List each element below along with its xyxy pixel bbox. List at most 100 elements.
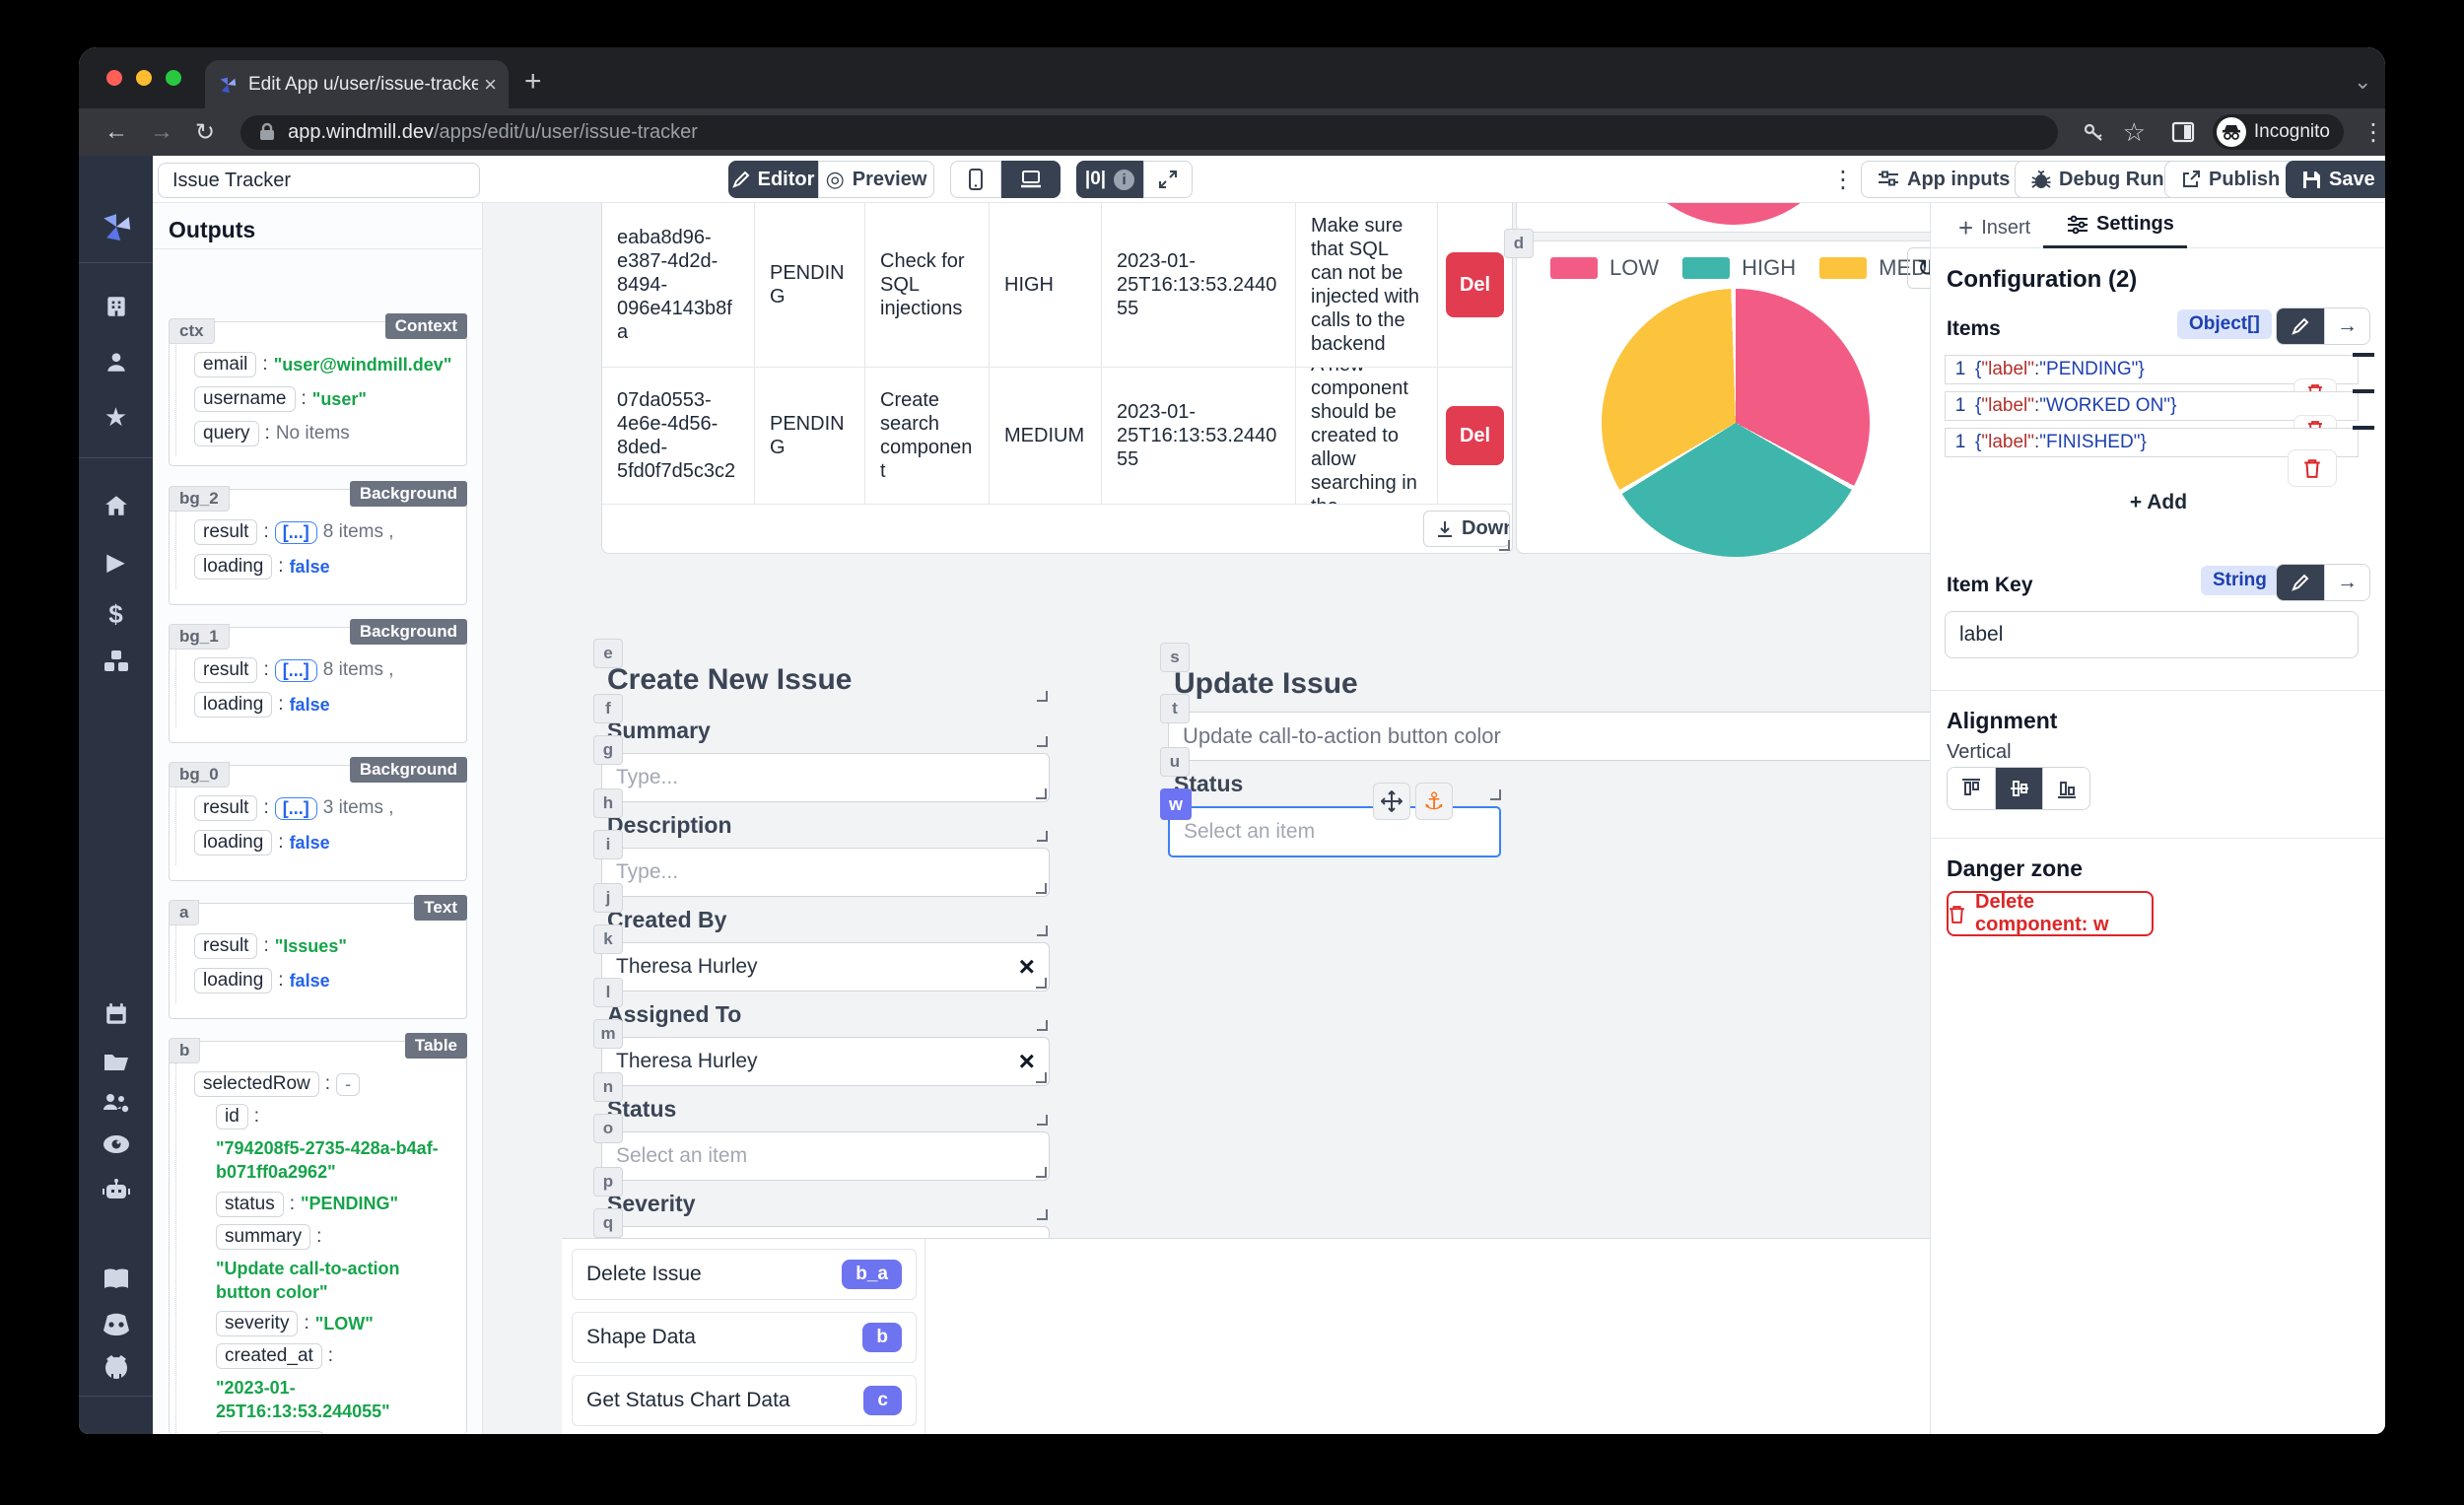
align-bottom-button[interactable] — [2042, 768, 2089, 809]
runnable-item[interactable]: Shape Data b — [572, 1312, 917, 1363]
assigned-to-label[interactable]: Assigned To — [601, 995, 1050, 1033]
user-icon[interactable] — [79, 349, 153, 375]
debug-runs-button[interactable]: Debug Runs — [2015, 161, 2192, 198]
edit-pencil-button[interactable] — [2277, 565, 2324, 600]
legend-label-medium[interactable]: MEDIUM — [1879, 255, 1930, 280]
row-drag-handle[interactable] — [2353, 426, 2374, 430]
summary-input[interactable]: Type... — [601, 753, 1050, 802]
back-icon[interactable]: ← — [104, 118, 128, 145]
schedules-calendar-icon[interactable] — [79, 1001, 153, 1027]
component-badge-k[interactable]: k — [593, 924, 623, 954]
status-pie-chart-clipped[interactable] — [1516, 203, 1930, 233]
delete-component-button[interactable]: Delete component: w — [1947, 891, 2154, 936]
download-button[interactable]: Download — [1423, 511, 1510, 547]
forward-icon[interactable]: → — [150, 118, 173, 145]
clear-icon[interactable]: × — [1018, 1046, 1035, 1076]
output-key[interactable]: status — [216, 1191, 284, 1217]
reload-icon[interactable]: ↻ — [195, 118, 216, 146]
legend-swatch-low[interactable] — [1550, 257, 1598, 279]
runs-play-icon[interactable]: ▶ — [106, 549, 125, 576]
output-key[interactable]: loading — [194, 692, 273, 718]
output-key[interactable]: loading — [194, 554, 273, 580]
browser-tab[interactable]: Edit App u/user/issue-tracker | × — [205, 60, 509, 108]
output-card-b[interactable]: b Table selectedRow : - id : "794208f5-2… — [169, 1033, 467, 1434]
output-card-bg2[interactable]: bg_2 Background result : [...] 8 items ,… — [169, 481, 467, 605]
clear-icon[interactable]: × — [1018, 951, 1035, 982]
component-badge-m[interactable]: m — [593, 1019, 623, 1049]
fullscreen-button[interactable] — [1143, 161, 1193, 198]
preview-tab[interactable]: ◎ Preview — [818, 161, 934, 198]
component-badge-w-selected[interactable]: w — [1160, 788, 1192, 820]
app-inputs-button[interactable]: App inputs — [1861, 161, 2027, 198]
update-summary-input[interactable]: Update call-to-action button color — [1168, 712, 1930, 761]
output-card-label[interactable]: b — [169, 1038, 201, 1063]
runnable-item[interactable]: Get Status Chart Data c — [572, 1375, 917, 1426]
row-drag-handle[interactable] — [2353, 353, 2374, 357]
variables-dollar-icon[interactable]: $ — [108, 599, 123, 629]
traffic-zoom-icon[interactable] — [166, 70, 181, 86]
output-key[interactable]: selectedRow — [194, 1071, 319, 1097]
output-card-label[interactable]: a — [169, 900, 200, 925]
save-button[interactable]: Save — [2286, 161, 2385, 198]
description-label[interactable]: Description — [601, 806, 1050, 844]
component-badge-e[interactable]: e — [593, 639, 623, 668]
new-tab-button[interactable]: + — [524, 65, 542, 98]
output-key[interactable]: email — [194, 352, 257, 377]
windmill-logo-icon[interactable] — [79, 210, 153, 243]
legend-swatch-high[interactable] — [1682, 257, 1731, 279]
item-key-input[interactable]: label — [1945, 611, 2359, 658]
component-badge-o[interactable]: o — [593, 1114, 623, 1143]
status-label[interactable]: Status — [601, 1090, 1050, 1128]
created-by-label[interactable]: Created By — [601, 901, 1050, 938]
component-badge-s[interactable]: s — [1160, 643, 1190, 672]
desktop-view-button[interactable] — [1001, 161, 1061, 198]
component-badge-g[interactable]: g — [593, 735, 623, 765]
component-badge-j[interactable]: j — [593, 883, 623, 913]
align-top-button[interactable] — [1948, 768, 1995, 809]
publish-button[interactable]: Publish — [2164, 161, 2297, 198]
component-badge-l[interactable]: l — [593, 978, 623, 1007]
output-key[interactable]: id — [216, 1104, 248, 1129]
severity-label[interactable]: Severity — [601, 1185, 1050, 1222]
more-options-icon[interactable]: ⋮ — [1831, 167, 1855, 193]
delete-issue-row-button[interactable]: Del — [1446, 252, 1504, 317]
legend-swatch-medium[interactable] — [1819, 257, 1868, 279]
add-item-button[interactable]: + Add — [2129, 491, 2188, 513]
anchor-icon[interactable]: ⚓ — [1415, 783, 1453, 820]
update-issue-title[interactable]: Update Issue — [1168, 660, 1930, 708]
item-code-row[interactable]: 1 { "label": "PENDING" } — [1945, 355, 2359, 384]
component-badge-t[interactable]: t — [1160, 694, 1190, 723]
expand-arrow-button[interactable]: → — [2324, 308, 2369, 344]
table-row[interactable]: eaba8d96-e387-4d2d-8494-096e4143b8fa PEN… — [602, 203, 1512, 368]
output-card-a[interactable]: a Text result : "Issues" loading : false — [169, 895, 467, 1019]
output-key[interactable]: query — [194, 421, 259, 446]
component-badge-i[interactable]: i — [593, 830, 623, 859]
description-input[interactable]: Type... — [601, 848, 1050, 897]
component-badge-n[interactable]: n — [593, 1072, 623, 1102]
output-value[interactable]: - — [336, 1072, 361, 1096]
groups-users-icon[interactable] — [79, 1090, 153, 1116]
tab-settings[interactable]: Settings — [2067, 213, 2174, 236]
mobile-view-button[interactable] — [950, 161, 1001, 198]
delete-item-button[interactable] — [2288, 449, 2337, 487]
output-card-bg0[interactable]: bg_0 Background result : [...] 3 items ,… — [169, 757, 467, 881]
discord-icon[interactable] — [79, 1313, 153, 1336]
folders-icon[interactable] — [79, 1051, 153, 1074]
output-key[interactable]: loading — [194, 830, 273, 855]
tab-close-icon[interactable]: × — [484, 71, 497, 97]
output-key[interactable]: result — [194, 933, 258, 959]
output-key[interactable]: result — [194, 795, 258, 821]
align-center-button[interactable] — [1995, 768, 2042, 809]
docs-book-icon[interactable] — [79, 1267, 153, 1291]
update-status-label[interactable]: Status — [1168, 765, 1503, 802]
favorites-star-icon[interactable]: ★ — [103, 402, 128, 432]
assigned-to-select[interactable]: Theresa Hurley × — [601, 1037, 1050, 1086]
output-card-ctx[interactable]: ctx Context email : "user@windmill.dev" … — [169, 313, 467, 466]
refresh-chart-button[interactable]: ↻ — [1907, 247, 1930, 289]
output-key[interactable]: created_at — [216, 1343, 322, 1370]
tab-search-chevron-icon[interactable]: ⌄ — [2354, 69, 2372, 94]
output-card-bg1[interactable]: bg_1 Background result : [...] 8 items ,… — [169, 619, 467, 743]
resources-cubes-icon[interactable] — [79, 649, 153, 674]
expand-arrow-button[interactable]: → — [2324, 565, 2369, 600]
incognito-badge[interactable]: Incognito — [2212, 114, 2344, 150]
